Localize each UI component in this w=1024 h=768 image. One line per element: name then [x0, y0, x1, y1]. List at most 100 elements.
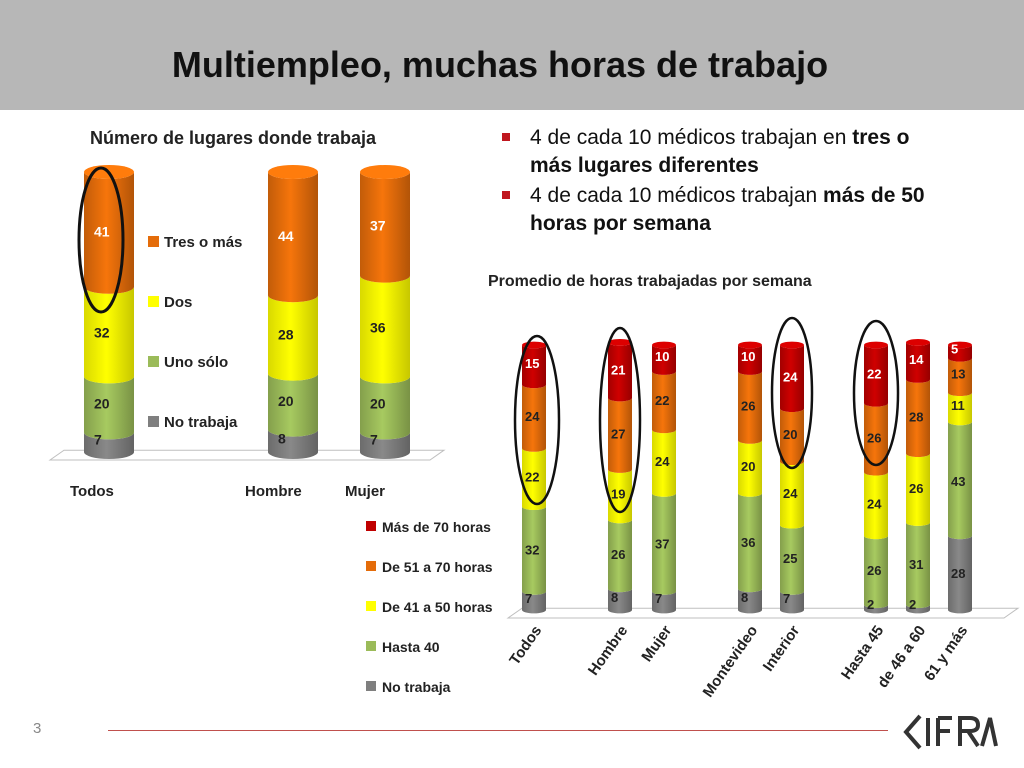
- chart-floor: [48, 449, 446, 461]
- legend-swatch: [366, 521, 376, 531]
- legend-label: Tres o más: [164, 234, 242, 251]
- category-label: Hombre: [585, 623, 631, 679]
- bar-segment: [738, 493, 762, 593]
- cifra-logo-icon: [903, 714, 998, 750]
- highlight-ellipse: [770, 316, 814, 470]
- legend-label: No trabaja: [382, 679, 451, 695]
- bullet-square-icon: [502, 191, 510, 199]
- bar-segment: [360, 432, 410, 459]
- bullet-bold-text: más de 50 horas por semana: [530, 184, 925, 235]
- bar-segment: [652, 371, 676, 434]
- data-label: 24: [867, 496, 882, 511]
- category-label: Hombre: [245, 483, 302, 500]
- legend-swatch: [148, 296, 159, 307]
- bar-segment: [906, 604, 930, 614]
- bar-top-cap: [738, 341, 762, 349]
- data-label: 43: [951, 474, 965, 489]
- bar-top-cap: [948, 341, 972, 349]
- data-label: 8: [741, 590, 748, 605]
- data-label: 5: [951, 342, 958, 357]
- bar-segment: [780, 461, 804, 529]
- data-label: 7: [783, 591, 790, 606]
- data-label: 31: [909, 557, 923, 572]
- bullet-square-icon: [502, 133, 510, 141]
- bar-segment: [652, 591, 676, 614]
- bullet-text: 4 de cada 10 médicos trabajan en: [530, 126, 853, 149]
- bar-segment: [948, 421, 972, 540]
- chart-floor: [506, 607, 1020, 619]
- bar-segment: [738, 440, 762, 497]
- data-label: 22: [525, 470, 539, 485]
- data-label: 32: [94, 324, 110, 340]
- bar-segment: [906, 342, 930, 383]
- data-label: 10: [741, 349, 755, 364]
- bar-segment: [948, 345, 972, 362]
- bar-segment: [268, 429, 318, 459]
- bar-top-cap: [652, 341, 676, 349]
- legend-swatch: [366, 641, 376, 651]
- data-label: 41: [94, 224, 110, 240]
- bar-segment: [360, 275, 410, 384]
- data-label: 25: [783, 551, 797, 566]
- bar-segment: [608, 398, 632, 473]
- legend-swatch: [148, 356, 159, 367]
- data-label: 36: [741, 535, 755, 550]
- data-label: 24: [783, 369, 798, 384]
- header-bar: [0, 0, 1024, 110]
- data-label: 10: [655, 349, 669, 364]
- data-label: 26: [741, 399, 755, 414]
- chart1-title: Número de lugares donde trabaja: [90, 128, 377, 148]
- highlight-ellipse: [77, 166, 125, 314]
- bullet-bold-text: tres o más lugares diferentes: [530, 126, 910, 177]
- data-label: 26: [867, 430, 881, 445]
- footer-divider: [108, 730, 888, 731]
- bar-segment: [84, 432, 134, 459]
- bar-top-cap: [780, 341, 804, 349]
- data-label: 22: [867, 366, 881, 381]
- data-label: 26: [909, 481, 923, 496]
- data-label: 26: [611, 547, 625, 562]
- bar-segment: [780, 591, 804, 614]
- data-label: 22: [655, 393, 669, 408]
- data-label: 7: [655, 591, 662, 606]
- legend-label: De 51 a 70 horas: [382, 559, 493, 575]
- bar-top-cap: [906, 338, 930, 346]
- category-label: Todos: [70, 483, 114, 500]
- bar-segment: [864, 604, 888, 614]
- data-label: 13: [951, 366, 965, 381]
- data-label: 26: [867, 563, 881, 578]
- bar-segment: [864, 403, 888, 476]
- bar-segment: [948, 392, 972, 426]
- legend-label: Dos: [164, 294, 192, 311]
- data-label: 14: [909, 352, 924, 367]
- bar-segment: [84, 376, 134, 440]
- data-label: 7: [525, 591, 532, 606]
- bar-segment: [738, 371, 762, 444]
- category-label: Mujer: [638, 622, 675, 665]
- data-label: 20: [783, 427, 797, 442]
- bar-segment: [522, 345, 546, 389]
- data-label: 8: [278, 430, 286, 446]
- bar-segment: [608, 342, 632, 402]
- bar-segment: [948, 535, 972, 614]
- bar-segment: [268, 295, 318, 381]
- legend-label: Hasta 40: [382, 639, 440, 655]
- data-label: 24: [525, 409, 540, 424]
- data-label: 20: [278, 393, 294, 409]
- bar-segment: [906, 522, 930, 609]
- bar-segment: [360, 172, 410, 283]
- bar-segment: [780, 525, 804, 595]
- bar-segment: [522, 591, 546, 614]
- data-label: 28: [909, 410, 923, 425]
- data-label: 44: [278, 228, 294, 244]
- data-label: 7: [94, 432, 102, 448]
- legend-label: De 41 a 50 horas: [382, 599, 493, 615]
- data-label: 2: [909, 597, 916, 612]
- bar-segment: [360, 376, 410, 440]
- bar-top-cap: [268, 165, 318, 179]
- legend-swatch: [148, 236, 159, 247]
- bar-top-cap: [360, 165, 410, 179]
- category-label: Todos: [506, 623, 545, 669]
- data-label: 8: [611, 590, 618, 605]
- bar-segment: [948, 358, 972, 397]
